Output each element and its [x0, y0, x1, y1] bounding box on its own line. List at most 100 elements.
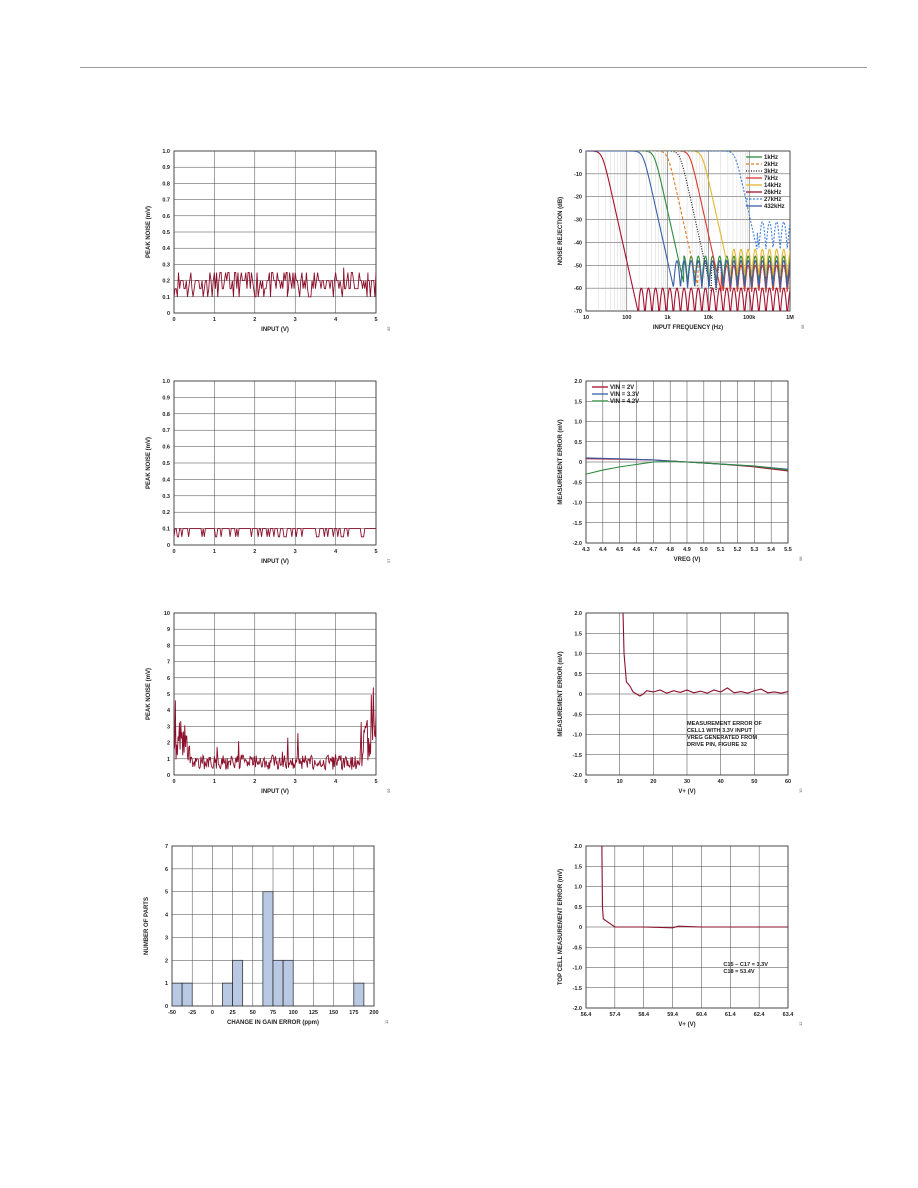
y-tick-label: -0.5 [573, 945, 582, 951]
chart-peak-noise-2: 0 1 2 3 4 5 0 0.1 0.2 0.3 0.4 0.5 0.6 0.7 0.8 0.9 1.0 INP… [134, 373, 404, 578]
plot-marks [622, 613, 788, 697]
chart-peak-noise-1: 0 1 2 3 4 5 0 0.1 0.2 0.3 0.4 0.5 0.6 0.7 0.8 0.9 1.0 INP… [134, 143, 404, 348]
y-tick-label: -2.0 [573, 541, 582, 547]
chart-vreg-measurement-error: 4.3 4.4 4.5 4.6 4.7 4.8 4.9 5.0 5.1 5.2 5.3 5.4 5.5 2… [548, 373, 828, 578]
x-axis-label: INPUT (V) [261, 789, 289, 795]
y-tick-label: 1.0 [162, 379, 170, 385]
x-tick-label: 1M [786, 315, 794, 321]
x-tick-label: 1 [213, 779, 216, 785]
chart-peak-noise-3: 0 1 2 3 4 5 0 1 2 3 4 5 6 7 8 9 10 INPUT (V) PEAK NOISE (m… [134, 605, 404, 810]
series-line [622, 613, 788, 697]
x-tick-label: 3 [294, 317, 297, 323]
legend-label: 1kHz [764, 155, 778, 161]
x-tick-label: 100k [743, 315, 756, 321]
y-tick-label: -40 [574, 240, 582, 246]
x-axis-label: VREG (V) [674, 557, 701, 563]
y-tick-label: 0 [167, 311, 170, 317]
y-tick-label: -70 [574, 309, 582, 315]
x-tick-label: 25 [230, 1010, 236, 1016]
series-line [174, 687, 376, 771]
x-tick-label: 4 [334, 317, 338, 323]
x-tick-label: 40 [718, 779, 724, 785]
y-tick-label: 1.0 [574, 652, 582, 658]
y-tick-label: 0 [579, 925, 582, 931]
x-tick-label: 5 [374, 317, 377, 323]
header-rule [80, 67, 867, 68]
figure-id: 05 [386, 326, 391, 331]
y-tick-label: -2.0 [573, 773, 582, 779]
x-tick-label: 10 [583, 315, 589, 321]
histogram-bar [181, 982, 193, 1006]
y-tick-label: 0.5 [574, 440, 582, 446]
x-tick-label: 4.9 [683, 547, 691, 553]
y-axis-label: PEAK NOISE (mV) [146, 668, 152, 720]
y-tick-label: 0.3 [162, 262, 170, 268]
y-axis-label: MEASUREMENT ERROR (mV) [558, 651, 564, 736]
x-tick-label: 5.5 [784, 547, 792, 553]
y-tick-label: 4 [167, 708, 171, 714]
x-tick-label: 75 [270, 1010, 276, 1016]
y-tick-label: -30 [574, 218, 582, 224]
annotation-line: MEASUREMENT ERROR OF [687, 721, 762, 727]
y-tick-label: 0.6 [162, 445, 170, 451]
x-axis-label: V+ (V) [678, 789, 695, 795]
series-line [586, 151, 790, 311]
y-tick-label: 0.1 [162, 295, 170, 301]
y-tick-label: 1.5 [574, 399, 582, 405]
x-tick-label: 4 [334, 549, 338, 555]
histogram-bar [272, 959, 284, 1006]
y-tick-label: 2 [165, 958, 168, 964]
y-tick-label: 0.9 [162, 165, 170, 171]
x-tick-label: 2 [253, 317, 256, 323]
x-tick-label: 1 [213, 317, 216, 323]
x-tick-label: 0 [172, 549, 175, 555]
x-tick-label: 20 [650, 779, 656, 785]
x-tick-label: 4.6 [633, 547, 641, 553]
y-tick-label: 1.0 [574, 420, 582, 426]
legend-label: 3kHz [764, 169, 778, 175]
y-tick-label: 0.5 [162, 230, 170, 236]
x-tick-label: 5.2 [734, 547, 742, 553]
legend-label: 27kHz [764, 197, 781, 203]
legend-label: 7kHz [764, 176, 778, 182]
x-tick-label: 0 [172, 317, 175, 323]
legend-label: 432kHz [764, 204, 785, 210]
plot-marks [586, 457, 788, 475]
series-line [601, 846, 788, 929]
plot-marks [174, 687, 376, 771]
x-tick-label: 0 [172, 779, 175, 785]
x-axis-label: INPUT (V) [261, 559, 289, 565]
y-axis-label: NOISE REJECTION (dB) [558, 197, 564, 265]
y-tick-label: -1.5 [573, 986, 582, 992]
plot-marks [172, 891, 365, 1006]
x-tick-label: 200 [369, 1010, 378, 1016]
plot-marks [586, 151, 790, 311]
x-tick-label: 10 [617, 779, 623, 785]
y-tick-label: 7 [167, 660, 170, 666]
figure-id: 12 [798, 1021, 803, 1026]
x-tick-label: 59.4 [667, 1012, 679, 1018]
histogram-bar [172, 982, 183, 1006]
chart-gain-error-histogram: -50 -25 0 25 50 75 100 125 150 175 200 0 1 2 3 4 5 6 7 CHAN… [134, 838, 404, 1043]
histogram-bar [282, 959, 294, 1006]
x-tick-label: 61.4 [725, 1012, 737, 1018]
legend-label: 14kHz [764, 183, 781, 189]
y-tick-label: 0.8 [162, 181, 170, 187]
y-tick-label: 9 [167, 627, 170, 633]
y-tick-label: -50 [574, 263, 582, 269]
x-tick-label: 1k [665, 315, 672, 321]
x-tick-label: 150 [329, 1010, 338, 1016]
y-tick-label: -2.0 [573, 1006, 582, 1012]
y-tick-label: 0 [579, 692, 582, 698]
y-tick-label: 3 [165, 935, 168, 941]
x-tick-label: 175 [349, 1010, 358, 1016]
y-tick-label: -1.0 [573, 733, 582, 739]
x-axis-label: V+ (V) [678, 1022, 695, 1028]
y-tick-label: -0.5 [573, 480, 582, 486]
x-tick-label: 5.3 [751, 547, 759, 553]
y-tick-label: 7 [165, 844, 168, 850]
x-tick-label: 62.4 [754, 1012, 766, 1018]
figure-id: 07 [386, 558, 391, 563]
